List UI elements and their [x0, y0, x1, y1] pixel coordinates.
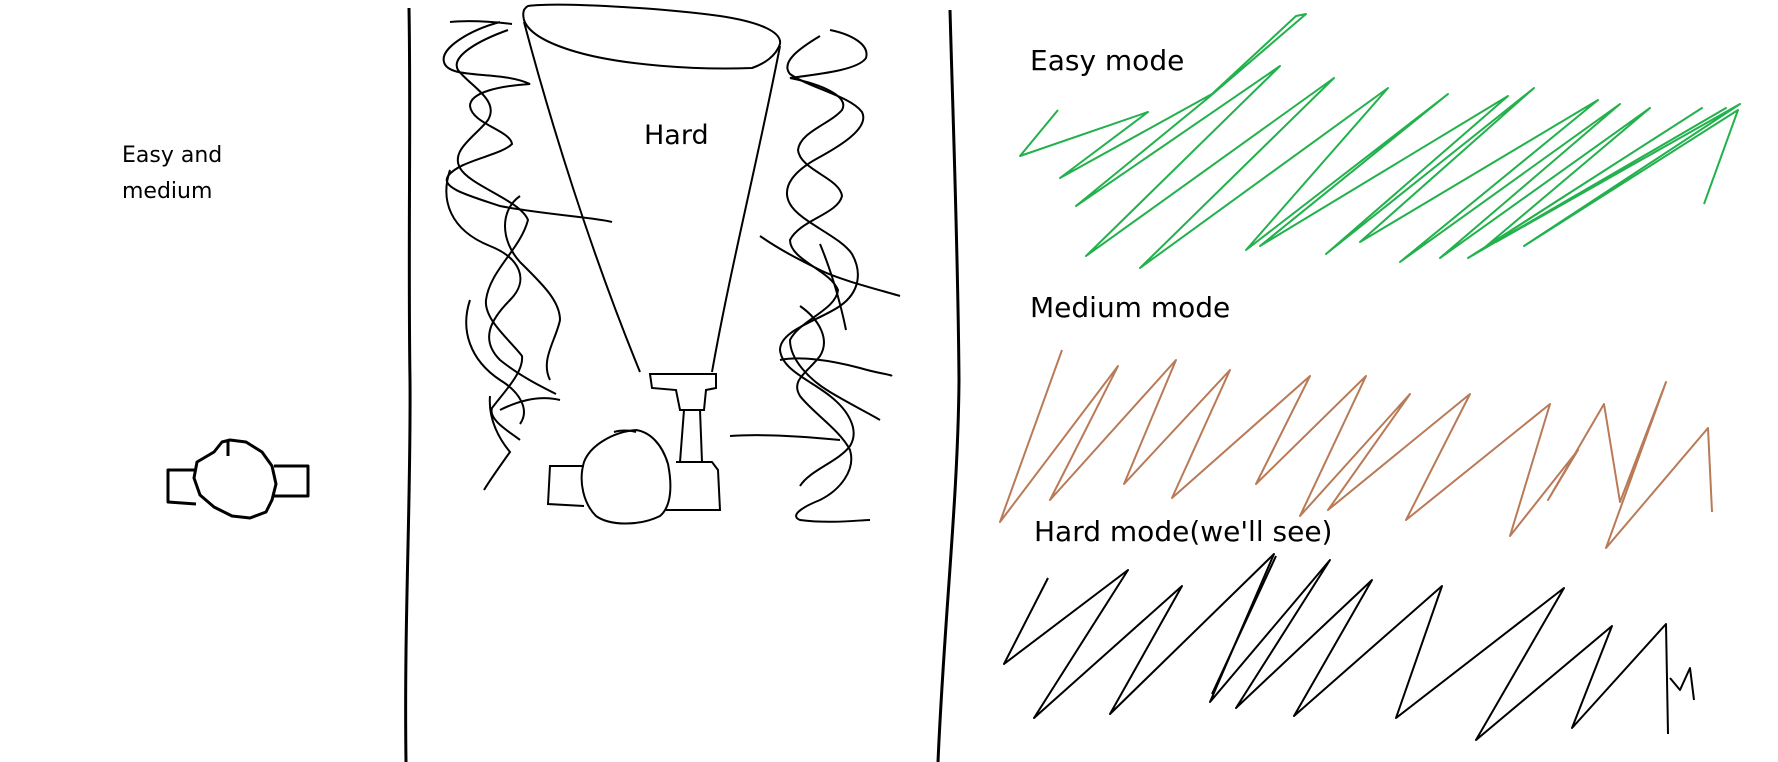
car-sketch-icon — [166, 438, 310, 520]
medium-mode-scribble — [999, 349, 1713, 549]
easy-mode-scribble — [1019, 13, 1741, 269]
hard-car-sketch-icon — [546, 373, 722, 525]
wind-swirls-left — [442, 20, 613, 491]
road-left-edge — [404, 7, 412, 762]
road-boundaries — [404, 7, 961, 762]
tornado-funnel-icon — [522, 3, 782, 373]
medium-mode-label: Medium mode — [1030, 291, 1231, 324]
hard-label: Hard — [644, 120, 709, 151]
medium-line: medium — [122, 179, 213, 204]
easy-and-line: Easy and — [122, 143, 223, 168]
wind-swirls-right — [729, 29, 901, 523]
hard-mode-label: Hard mode(we'll see) — [1034, 515, 1333, 548]
easy-and-medium-label: Easy and medium — [122, 138, 222, 210]
hard-mode-scribble — [1003, 553, 1695, 741]
easy-mode-label: Easy mode — [1030, 44, 1185, 77]
road-right-edge — [936, 9, 961, 762]
